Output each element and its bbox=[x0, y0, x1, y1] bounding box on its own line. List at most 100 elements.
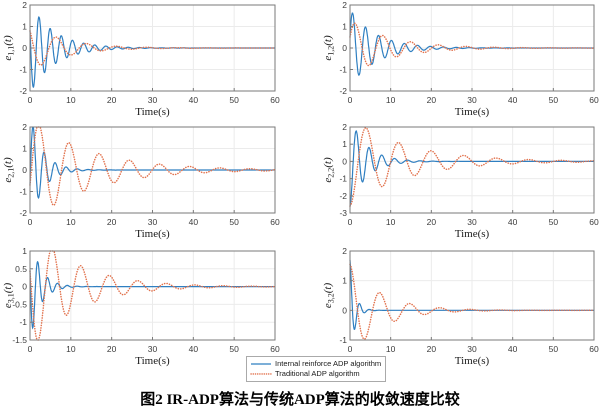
svg-text:Time(s): Time(s) bbox=[135, 106, 170, 118]
svg-text:Time(s): Time(s) bbox=[455, 228, 490, 240]
svg-text:e2,1(t): e2,1(t) bbox=[2, 157, 16, 183]
svg-text:10: 10 bbox=[386, 344, 396, 354]
svg-text:-2: -2 bbox=[19, 86, 27, 96]
svg-text:0: 0 bbox=[28, 217, 33, 227]
svg-text:0: 0 bbox=[22, 282, 27, 292]
legend: Internal reinforce ADP algorithm Traditi… bbox=[246, 356, 386, 382]
svg-text:10: 10 bbox=[386, 95, 396, 105]
svg-text:1: 1 bbox=[342, 139, 347, 149]
svg-text:-1: -1 bbox=[339, 174, 347, 184]
svg-text:0: 0 bbox=[22, 165, 27, 175]
svg-text:30: 30 bbox=[148, 344, 158, 354]
svg-text:-1: -1 bbox=[19, 187, 27, 197]
svg-text:40: 40 bbox=[508, 344, 518, 354]
subplot-e22: 0 10 20 30 40 50 60 -3 -2 -1 0 1 2 Time(s) e2,2(t) bbox=[320, 121, 600, 243]
svg-text:60: 60 bbox=[270, 95, 280, 105]
svg-text:2: 2 bbox=[22, 122, 27, 132]
svg-text:20: 20 bbox=[107, 344, 117, 354]
svg-text:-1: -1 bbox=[339, 335, 347, 345]
svg-text:50: 50 bbox=[549, 344, 559, 354]
legend-item-ir-adp: Internal reinforce ADP algorithm bbox=[250, 359, 381, 369]
svg-text:50: 50 bbox=[549, 95, 559, 105]
svg-text:60: 60 bbox=[589, 217, 599, 227]
svg-text:Time(s): Time(s) bbox=[135, 228, 170, 240]
svg-text:60: 60 bbox=[589, 344, 599, 354]
svg-text:-1: -1 bbox=[19, 317, 27, 327]
svg-text:20: 20 bbox=[107, 217, 117, 227]
svg-text:2: 2 bbox=[22, 0, 27, 10]
svg-text:-0.5: -0.5 bbox=[12, 299, 27, 309]
svg-text:0.5: 0.5 bbox=[15, 264, 27, 274]
svg-text:2: 2 bbox=[342, 246, 347, 256]
svg-text:0: 0 bbox=[348, 95, 353, 105]
svg-text:0: 0 bbox=[28, 344, 33, 354]
svg-text:30: 30 bbox=[467, 217, 477, 227]
svg-text:e3,1(t): e3,1(t) bbox=[2, 283, 16, 309]
svg-text:1: 1 bbox=[342, 22, 347, 32]
svg-text:e3,2(t): e3,2(t) bbox=[322, 283, 336, 309]
svg-text:1: 1 bbox=[22, 246, 27, 256]
svg-text:20: 20 bbox=[427, 217, 437, 227]
svg-text:20: 20 bbox=[427, 344, 437, 354]
dotted-line-sample-icon bbox=[250, 373, 272, 375]
svg-text:1: 1 bbox=[22, 144, 27, 154]
svg-text:20: 20 bbox=[107, 95, 117, 105]
svg-text:50: 50 bbox=[229, 217, 239, 227]
subplot-e11: 0 10 20 30 40 50 60 -2 -1 0 1 2 Time(s) e1,1(t) bbox=[0, 0, 282, 121]
svg-text:60: 60 bbox=[589, 95, 599, 105]
legend-item-traditional-adp: Traditional ADP algorithm bbox=[250, 369, 381, 379]
svg-text:e1,1(t): e1,1(t) bbox=[2, 35, 16, 61]
svg-text:1: 1 bbox=[22, 22, 27, 32]
svg-text:60: 60 bbox=[270, 217, 280, 227]
subplot-e21: 0 10 20 30 40 50 60 -2 -1 0 1 2 Time(s) e2,1(t) bbox=[0, 121, 282, 243]
svg-text:30: 30 bbox=[467, 344, 477, 354]
svg-text:-1.5: -1.5 bbox=[12, 335, 27, 345]
solid-line-sample-icon bbox=[251, 363, 271, 365]
svg-text:e2,2(t): e2,2(t) bbox=[322, 157, 336, 183]
svg-text:1: 1 bbox=[342, 276, 347, 286]
svg-text:0: 0 bbox=[22, 43, 27, 53]
svg-text:-2: -2 bbox=[339, 86, 347, 96]
svg-text:40: 40 bbox=[508, 217, 518, 227]
svg-text:10: 10 bbox=[386, 217, 396, 227]
svg-text:10: 10 bbox=[66, 217, 76, 227]
svg-text:50: 50 bbox=[229, 95, 239, 105]
subplot-e31: 0 10 20 30 40 50 60 -1.5 -1 -0.5 0 0.5 1 Time(s) e3,1(… bbox=[0, 245, 282, 370]
svg-text:40: 40 bbox=[508, 95, 518, 105]
svg-text:0: 0 bbox=[348, 217, 353, 227]
svg-text:2: 2 bbox=[342, 0, 347, 10]
svg-text:10: 10 bbox=[66, 344, 76, 354]
svg-text:0: 0 bbox=[348, 344, 353, 354]
svg-text:30: 30 bbox=[148, 95, 158, 105]
svg-text:40: 40 bbox=[189, 95, 199, 105]
svg-text:40: 40 bbox=[189, 344, 199, 354]
svg-text:Time(s): Time(s) bbox=[455, 355, 490, 367]
svg-text:-3: -3 bbox=[339, 208, 347, 218]
svg-text:e1,2(t): e1,2(t) bbox=[322, 35, 336, 61]
svg-text:50: 50 bbox=[549, 217, 559, 227]
svg-text:0: 0 bbox=[342, 156, 347, 166]
svg-text:0: 0 bbox=[342, 43, 347, 53]
svg-text:30: 30 bbox=[148, 217, 158, 227]
svg-text:30: 30 bbox=[467, 95, 477, 105]
svg-text:0: 0 bbox=[28, 95, 33, 105]
svg-text:20: 20 bbox=[427, 95, 437, 105]
legend-label-traditional-adp: Traditional ADP algorithm bbox=[275, 369, 360, 378]
subplot-e32: 0 10 20 30 40 50 60 -1 0 1 2 Time(s) e3,2(t) bbox=[320, 245, 600, 370]
svg-text:-2: -2 bbox=[339, 191, 347, 201]
svg-text:Time(s): Time(s) bbox=[455, 106, 490, 118]
svg-text:-2: -2 bbox=[19, 208, 27, 218]
svg-text:50: 50 bbox=[229, 344, 239, 354]
svg-text:40: 40 bbox=[189, 217, 199, 227]
figure-caption: 图2 IR-ADP算法与传统ADP算法的收敛速度比较 bbox=[140, 392, 460, 408]
svg-text:2: 2 bbox=[342, 122, 347, 132]
svg-text:10: 10 bbox=[66, 95, 76, 105]
svg-text:0: 0 bbox=[342, 305, 347, 315]
svg-text:Time(s): Time(s) bbox=[135, 355, 170, 367]
svg-text:60: 60 bbox=[270, 344, 280, 354]
legend-label-ir-adp: Internal reinforce ADP algorithm bbox=[275, 359, 382, 368]
svg-text:-1: -1 bbox=[19, 65, 27, 75]
svg-text:-1: -1 bbox=[339, 65, 347, 75]
subplot-e12: 0 10 20 30 40 50 60 -2 -1 0 1 2 Time(s) e1,2(t) bbox=[320, 0, 600, 121]
